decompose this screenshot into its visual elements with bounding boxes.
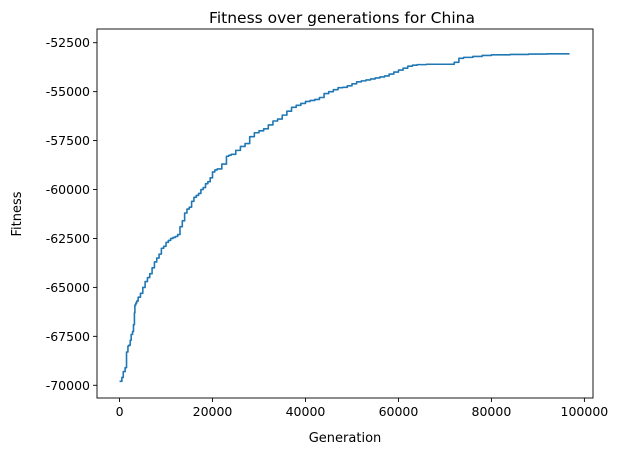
fitness-series-line <box>119 53 570 383</box>
x-tick-label: 80000 <box>472 404 512 419</box>
y-axis-label: Fitness <box>10 191 25 236</box>
plot-area <box>119 53 570 383</box>
y-axis: -70000 -67500 -65000 -62500 -60000 -57500 -550… <box>46 35 97 393</box>
x-tick-label: 20000 <box>193 404 233 419</box>
x-tick-label: 0 <box>116 404 124 419</box>
chart-title: Fitness over generations for China <box>209 9 475 27</box>
x-axis-label: Generation <box>309 431 382 446</box>
y-tick-label: -55000 <box>46 84 90 99</box>
y-tick-label: -57500 <box>46 133 90 148</box>
x-axis: 0 20000 40000 60000 80000 100000 <box>116 398 609 419</box>
axes-frame <box>96 28 594 399</box>
y-tick-label: -65000 <box>46 280 90 295</box>
x-tick-label: 40000 <box>286 404 326 419</box>
x-tick-label: 60000 <box>379 404 419 419</box>
x-tick-label: 100000 <box>561 404 609 419</box>
y-tick-label: -52500 <box>46 35 90 50</box>
y-tick-label: -67500 <box>46 329 90 344</box>
y-tick-label: -62500 <box>46 231 90 246</box>
y-tick-label: -60000 <box>46 182 90 197</box>
y-tick-label: -70000 <box>46 378 90 393</box>
